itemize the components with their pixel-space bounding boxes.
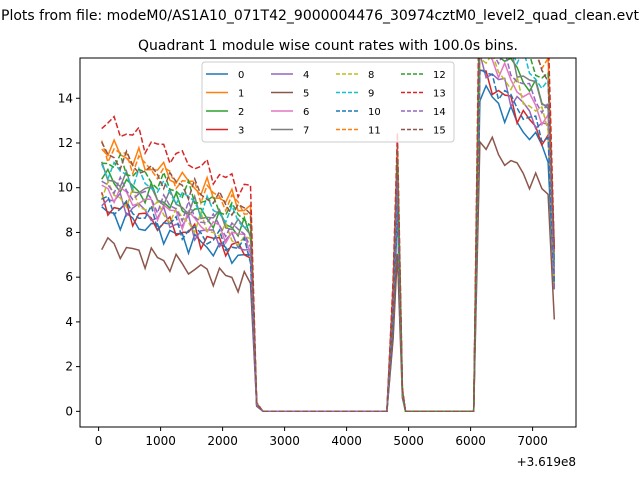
series-line-15: [101, 58, 556, 413]
x-tick-label: 1000: [145, 434, 176, 448]
legend-label-2: 2: [238, 107, 244, 118]
y-tick-label: 12: [58, 136, 73, 150]
chart-title: Quadrant 1 module wise count rates with …: [138, 38, 518, 54]
legend-label-0: 0: [238, 70, 244, 81]
x-tick-label: 7000: [517, 434, 548, 448]
legend-label-5: 5: [303, 89, 309, 100]
legend-label-10: 10: [368, 107, 381, 118]
legend-label-12: 12: [433, 70, 446, 81]
legend-label-13: 13: [433, 89, 446, 100]
x-offset-label: +3.619e8: [517, 455, 576, 469]
y-tick-label: 0: [65, 404, 73, 418]
y-axis: 0 2 4 6 8 10 12 14: [58, 91, 80, 418]
y-tick-label: 4: [65, 315, 73, 329]
legend-label-9: 9: [368, 89, 374, 100]
y-tick-label: 2: [65, 360, 73, 374]
x-tick-label: 4000: [331, 434, 362, 448]
x-tick-label: 5000: [393, 434, 424, 448]
x-tick-label: 6000: [455, 434, 486, 448]
series-line-11: [100, 58, 556, 413]
legend-label-14: 14: [433, 107, 446, 118]
legend-label-11: 11: [368, 126, 381, 137]
legend-label-3: 3: [238, 126, 244, 137]
y-tick-label: 14: [58, 91, 73, 105]
legend-label-4: 4: [303, 70, 309, 81]
y-tick-label: 8: [65, 225, 73, 239]
series-line-12: [101, 58, 556, 413]
figure-suptitle: Plots from file: modeM0/AS1A10_071T42_90…: [1, 8, 639, 24]
y-tick-label: 6: [65, 270, 73, 284]
legend-label-8: 8: [368, 70, 374, 81]
plot-area: [100, 58, 556, 413]
legend-label-15: 15: [433, 126, 446, 137]
x-tick-label: 0: [95, 434, 103, 448]
y-tick-label: 10: [58, 181, 73, 195]
x-axis: 0 1000 2000 3000 4000 5000 6000 7000: [95, 427, 548, 448]
x-tick-label: 3000: [269, 434, 300, 448]
legend-label-7: 7: [303, 126, 309, 137]
legend-label-1: 1: [238, 89, 244, 100]
x-tick-label: 2000: [207, 434, 238, 448]
legend-label-6: 6: [303, 107, 309, 118]
axes-frame: [79, 57, 577, 428]
legend-box: [201, 61, 455, 143]
